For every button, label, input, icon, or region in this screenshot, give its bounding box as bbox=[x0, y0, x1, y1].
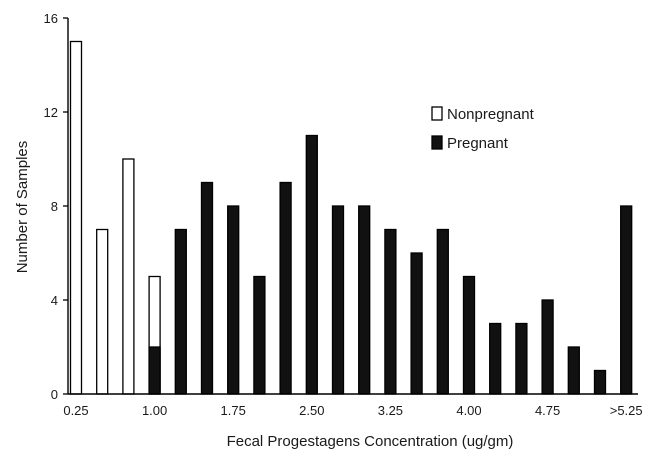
bar-pregnant-11 bbox=[358, 205, 371, 395]
bar-nonpregnant-0 bbox=[69, 40, 83, 395]
bars-group bbox=[69, 40, 633, 395]
bar-pregnant-21 bbox=[620, 205, 633, 395]
x-tick-label-5: 4.00 bbox=[456, 403, 481, 418]
y-axis-title: Number of Samples bbox=[14, 141, 31, 274]
bar-pregnant-6 bbox=[227, 205, 240, 395]
legend: Nonpregnant Pregnant bbox=[431, 106, 535, 152]
legend-swatch-nonpregnant bbox=[431, 106, 443, 121]
bar-pregnant-16 bbox=[489, 322, 502, 395]
x-tick-label-3: 2.50 bbox=[299, 403, 324, 418]
x-tick-label-2: 1.75 bbox=[221, 403, 246, 418]
bar-pregnant-13 bbox=[410, 252, 423, 395]
bar-pregnant-18 bbox=[541, 299, 554, 395]
bar-pregnant-14 bbox=[436, 228, 449, 395]
y-tick-label-12: 12 bbox=[44, 105, 58, 120]
bar-nonpregnant-1 bbox=[96, 228, 109, 395]
bar-pregnant-4 bbox=[174, 228, 187, 395]
bar-pregnant-3 bbox=[148, 346, 161, 395]
y-tick-label-4: 4 bbox=[51, 293, 58, 308]
x-tick-label-0: 0.25 bbox=[63, 403, 88, 418]
bar-pregnant-17 bbox=[515, 322, 528, 395]
y-tick-label-0: 0 bbox=[51, 387, 58, 402]
bar-nonpregnant-2 bbox=[122, 158, 135, 395]
y-tick-label-16: 16 bbox=[44, 11, 58, 26]
bar-pregnant-7 bbox=[253, 275, 266, 395]
bar-pregnant-12 bbox=[384, 228, 397, 395]
x-tick-label-4: 3.25 bbox=[378, 403, 403, 418]
x-axis-title: Fecal Progestagens Concentration (ug/gm) bbox=[227, 433, 514, 450]
bar-pregnant-9 bbox=[305, 134, 318, 395]
bar-pregnant-19 bbox=[567, 346, 580, 395]
x-tick-label-7: >5.25 bbox=[610, 403, 643, 418]
legend-swatch-pregnant bbox=[431, 135, 443, 150]
bar-pregnant-10 bbox=[331, 205, 345, 395]
legend-label-pregnant: Pregnant bbox=[447, 135, 509, 152]
x-tick-label-1: 1.00 bbox=[142, 403, 167, 418]
legend-label-nonpregnant: Nonpregnant bbox=[447, 106, 535, 123]
x-tick-label-6: 4.75 bbox=[535, 403, 560, 418]
bar-pregnant-5 bbox=[200, 181, 214, 395]
bar-pregnant-8 bbox=[279, 181, 292, 395]
bar-pregnant-15 bbox=[462, 275, 476, 395]
tick-labels-group: 0 4 8 12 16 0.25 1.00 1.75 2.50 3.25 4.00 4.75 >5.25 bbox=[44, 11, 643, 418]
axes-group bbox=[63, 17, 638, 395]
bar-pregnant-20 bbox=[593, 369, 607, 395]
y-tick-label-8: 8 bbox=[51, 199, 58, 214]
